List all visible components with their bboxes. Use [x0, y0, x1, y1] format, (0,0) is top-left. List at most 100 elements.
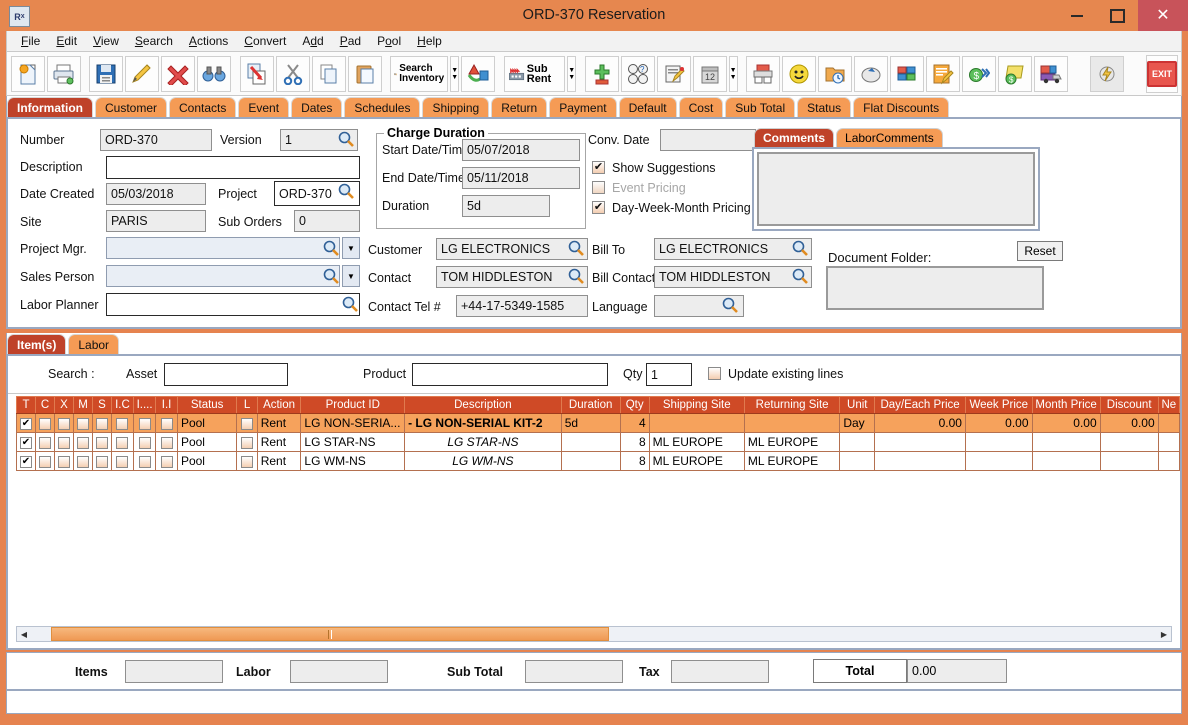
cell-shipping-site[interactable]: ML EUROPE [648, 432, 745, 452]
language-field[interactable] [654, 295, 744, 317]
language-search-icon[interactable] [722, 297, 738, 313]
contact-tel-field[interactable]: +44-17-5349-1585 [456, 295, 588, 317]
row-checkbox[interactable] [116, 436, 129, 449]
col-next[interactable]: Ne [1157, 396, 1181, 414]
cell-description[interactable]: LG STAR-NS [404, 432, 562, 452]
col-product-id[interactable]: Product ID [300, 396, 406, 414]
cell-week-price[interactable]: 0.00 [964, 413, 1033, 433]
tab-default[interactable]: Default [618, 97, 677, 118]
cell-c[interactable] [35, 413, 55, 433]
tab-items[interactable]: Item(s) [7, 334, 67, 355]
cell-next[interactable] [1157, 413, 1181, 433]
contact-search-icon[interactable] [568, 268, 584, 284]
tax-field[interactable] [671, 660, 769, 683]
cell-week-price[interactable] [964, 432, 1033, 452]
cell-ic[interactable] [111, 413, 134, 433]
cell-description[interactable]: - LG NON-SERIAL KIT-2 [404, 413, 562, 433]
tab-payment[interactable]: Payment [549, 97, 617, 118]
cell-l[interactable] [236, 432, 258, 452]
cell-returning-site[interactable]: ML EUROPE [743, 432, 841, 452]
day-week-month-pricing-checkbox[interactable]: ✔ [592, 201, 605, 214]
row-checkbox[interactable] [160, 417, 173, 430]
tab-labor[interactable]: Labor [68, 334, 120, 355]
row-checkbox[interactable] [39, 436, 51, 449]
menu-convert[interactable]: Convert [244, 34, 287, 48]
cell-week-price[interactable] [964, 451, 1033, 471]
row-checkbox[interactable] [138, 417, 151, 430]
show-suggestions-checkbox[interactable]: ✔ [592, 161, 605, 174]
end-datetime-field[interactable]: 05/11/2018 [462, 167, 580, 189]
cell-product-id[interactable]: LG WM-NS [300, 451, 406, 471]
col-day-each-price[interactable]: Day/Each Price [874, 396, 966, 414]
cell-duration[interactable]: 5d [560, 413, 621, 433]
cell-t[interactable]: ✔ [16, 432, 36, 452]
col-shipping-site[interactable]: Shipping Site [648, 396, 745, 414]
delete-button[interactable] [161, 55, 196, 92]
row-checkbox[interactable]: ✔ [20, 455, 32, 468]
cell-i4[interactable] [132, 451, 157, 471]
col-l[interactable]: L [236, 396, 258, 414]
cell-x[interactable] [54, 432, 74, 452]
cell-day-price[interactable]: 0.00 [874, 413, 966, 433]
customer-field[interactable]: LG ELECTRONICS [436, 238, 588, 260]
cell-c[interactable] [35, 432, 55, 452]
menu-actions[interactable]: Actions [188, 34, 229, 48]
print-button[interactable] [47, 55, 81, 92]
row-checkbox[interactable] [77, 436, 89, 449]
document-action-button[interactable] [239, 55, 274, 92]
col-qty[interactable]: Qty [619, 396, 650, 414]
paste-button[interactable] [347, 55, 382, 92]
cell-ii[interactable] [155, 413, 178, 433]
row-checkbox[interactable] [39, 455, 51, 468]
new-button[interactable] [11, 55, 45, 92]
tab-sub-total[interactable]: Sub Total [725, 97, 796, 118]
cell-shipping-site[interactable] [648, 413, 745, 433]
qty-input[interactable]: 1 [646, 363, 692, 386]
cell-l[interactable] [236, 451, 258, 471]
bill-to-field[interactable]: LG ELECTRONICS [654, 238, 812, 260]
cell-s[interactable] [92, 451, 112, 471]
cell-status[interactable]: Pool [176, 451, 238, 471]
cell-s[interactable] [92, 432, 112, 452]
labor-planner-search-icon[interactable] [342, 296, 358, 312]
lightning-button[interactable] [1090, 55, 1125, 92]
transfer-button[interactable] [461, 55, 496, 92]
project-mgr-dropdown[interactable]: ▼ [342, 237, 360, 259]
row-checkbox[interactable] [39, 417, 51, 430]
cell-t[interactable]: ✔ [16, 413, 36, 433]
cell-month-price[interactable] [1031, 451, 1101, 471]
col-discount[interactable]: Discount [1099, 396, 1159, 414]
sub-orders-field[interactable]: 0 [294, 210, 360, 232]
site-field[interactable]: PARIS [106, 210, 206, 232]
menu-pool[interactable]: Pool [377, 34, 402, 48]
menu-add[interactable]: Add [302, 34, 324, 48]
asset-input[interactable] [164, 363, 288, 386]
version-search-icon[interactable] [338, 131, 354, 147]
cell-i4[interactable] [132, 432, 157, 452]
cell-action[interactable]: Rent [256, 451, 302, 471]
cell-next[interactable] [1157, 432, 1181, 452]
cell-l[interactable] [236, 413, 258, 433]
invoice-button[interactable]: $ [998, 55, 1033, 92]
crew-button[interactable]: ? [620, 55, 655, 92]
event-pricing-checkbox[interactable] [592, 181, 605, 194]
menu-file[interactable]: File [21, 34, 41, 48]
row-checkbox[interactable] [160, 455, 173, 468]
cell-ic[interactable] [111, 432, 134, 452]
row-checkbox[interactable] [138, 436, 151, 449]
tab-dates[interactable]: Dates [291, 97, 343, 118]
tab-shipping[interactable]: Shipping [422, 97, 490, 118]
row-checkbox[interactable] [138, 455, 151, 468]
row-checkbox[interactable] [58, 436, 70, 449]
mouse-button[interactable] [854, 55, 889, 92]
row-checkbox[interactable] [58, 417, 70, 430]
cell-returning-site[interactable]: ML EUROPE [743, 451, 841, 471]
cell-discount[interactable] [1099, 451, 1159, 471]
cell-qty[interactable]: 8 [619, 451, 650, 471]
sales-person-field[interactable] [106, 265, 340, 287]
save-button[interactable] [89, 55, 124, 92]
duration-field[interactable]: 5d [462, 195, 550, 217]
col-ic[interactable]: I.C [111, 396, 134, 414]
menu-help[interactable]: Help [417, 34, 442, 48]
col-status[interactable]: Status [176, 396, 238, 414]
